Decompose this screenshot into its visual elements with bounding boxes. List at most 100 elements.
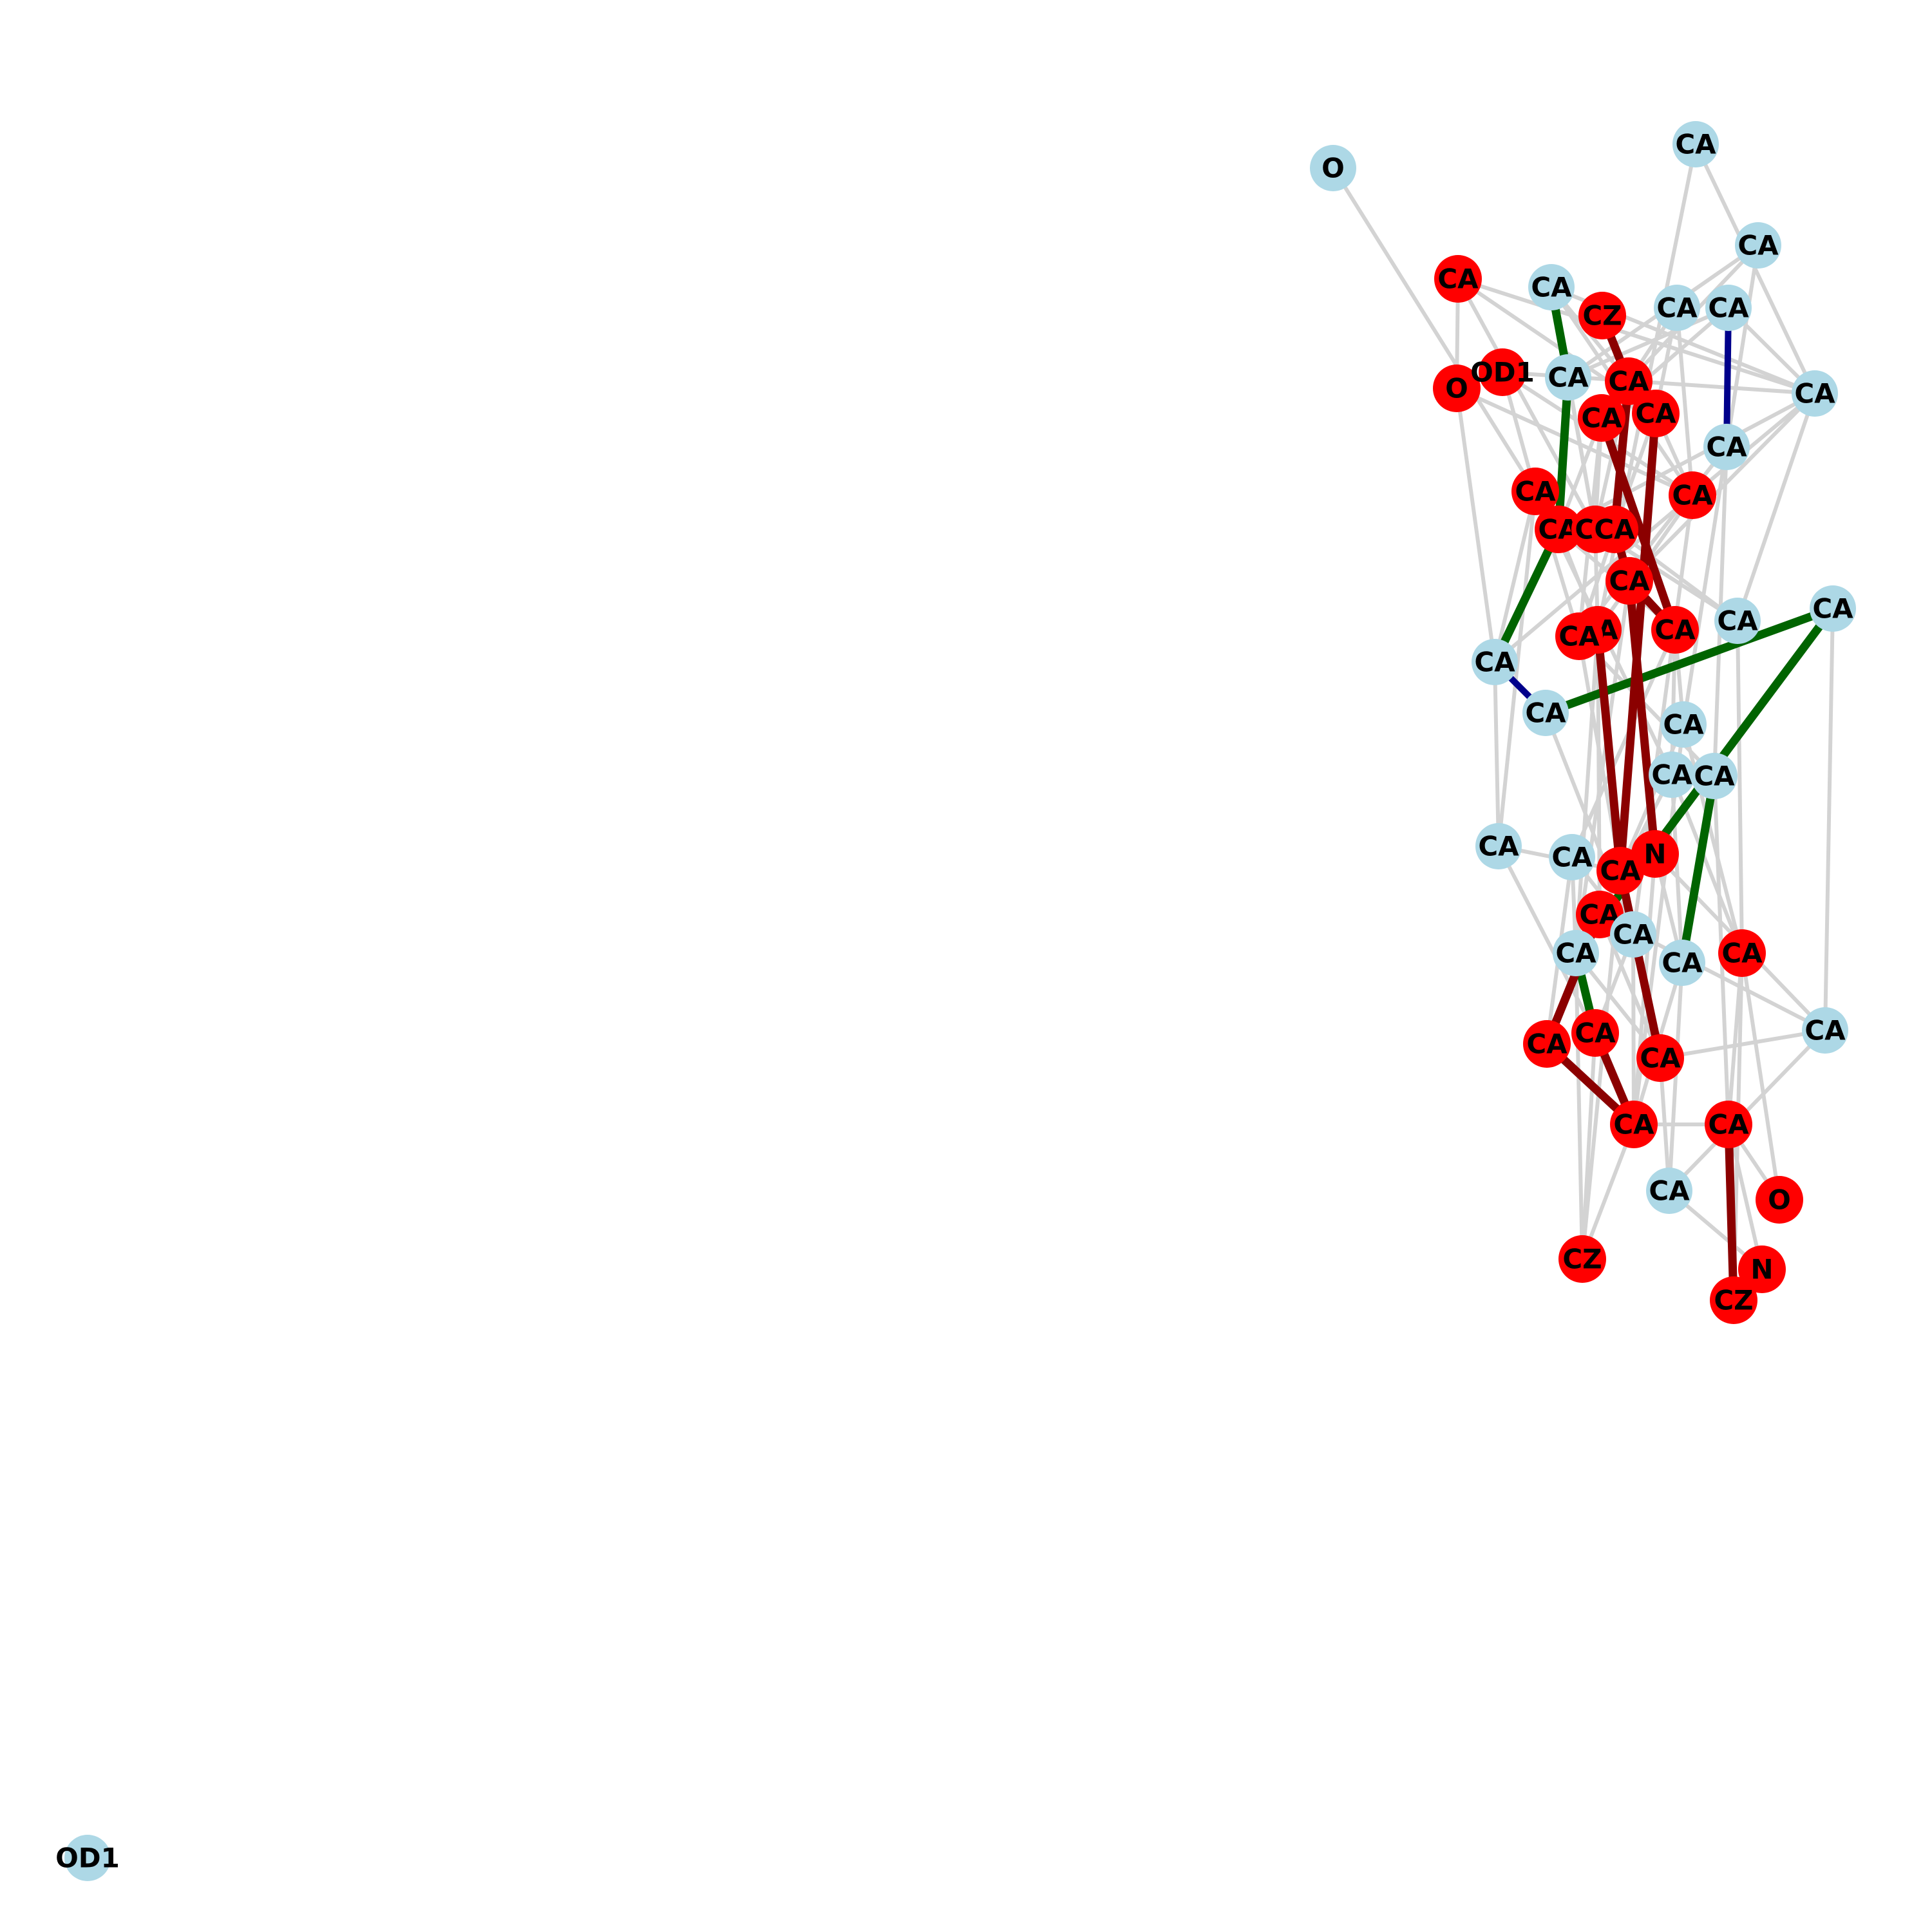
- edge-n21-n38: [1574, 579, 1631, 955]
- node-circle: [1792, 370, 1838, 417]
- node-circle: [1596, 847, 1644, 895]
- node-label: O: [1768, 1184, 1791, 1216]
- graph-node: CA: [1651, 606, 1699, 654]
- edge-n28-n41: [1823, 607, 1835, 1032]
- graph-node: CZ: [1578, 292, 1626, 339]
- graph-node: O: [1310, 145, 1356, 191]
- node-circle: [1511, 468, 1559, 515]
- node-circle: [1710, 1276, 1757, 1324]
- node-label: CA: [1600, 855, 1641, 887]
- graph-node: CA: [1802, 1007, 1848, 1054]
- node-circle: [1646, 1168, 1692, 1214]
- graph-node: CZ: [1558, 1235, 1606, 1283]
- edge-n18-n22: [1490, 525, 1563, 667]
- graph-node: CA: [1610, 911, 1656, 958]
- node-label: N: [1750, 1254, 1773, 1285]
- node-label: CA: [1526, 1028, 1567, 1060]
- edge-n30-n43: [1497, 844, 1597, 1035]
- node-circle: [1549, 834, 1595, 880]
- graph-node: CA: [1553, 930, 1599, 976]
- node-circle: [1651, 606, 1699, 654]
- graph-node: CZ: [1710, 1276, 1757, 1324]
- edge-n38-n49: [1574, 951, 1584, 1261]
- node-label: CA: [1662, 947, 1703, 979]
- node-label: OD1: [1470, 357, 1535, 388]
- node-circle: [1475, 823, 1522, 869]
- graph-node: CA: [1735, 222, 1781, 269]
- node-circle: [1610, 1101, 1658, 1148]
- graph-node: CA: [1672, 121, 1719, 167]
- node-circle: [1654, 285, 1700, 331]
- graph-node: CA: [1649, 752, 1695, 798]
- edge-n23-n28: [1541, 604, 1837, 717]
- node-label: OD1: [55, 1842, 120, 1874]
- node-label: CZ: [1714, 1285, 1753, 1316]
- node-label: N: [1643, 838, 1666, 870]
- graph-node: O: [1433, 365, 1481, 412]
- node-label: CA: [1663, 709, 1704, 741]
- node-label: CA: [1804, 1015, 1846, 1046]
- node-label: CA: [1515, 476, 1556, 507]
- node-circle: [1756, 1176, 1803, 1224]
- edge-n24-n38: [1574, 628, 1600, 955]
- node-circle: [1558, 1235, 1606, 1283]
- node-label: CA: [1608, 366, 1649, 397]
- graph-node: CA: [1545, 354, 1591, 401]
- edge-n13-n25: [1597, 413, 1680, 634]
- node-circle: [1636, 1034, 1684, 1082]
- edge-n0-n16: [1331, 166, 1537, 493]
- node-circle: [1522, 690, 1569, 736]
- node-circle: [1705, 1101, 1752, 1148]
- edge-n29-n40: [1681, 723, 1744, 955]
- node-circle: [1479, 348, 1526, 396]
- graph-node: CA: [1511, 468, 1559, 515]
- node-circle: [1553, 930, 1599, 976]
- node-circle: [1605, 357, 1653, 405]
- node-label: CA: [1738, 230, 1779, 261]
- graph-node: OD1: [55, 1835, 120, 1881]
- graph-node: CA: [1646, 1168, 1692, 1214]
- edge-n27-n40: [1736, 619, 1744, 955]
- graph-node: CA: [1654, 285, 1700, 331]
- node-label: CA: [1656, 292, 1698, 324]
- node-label: CA: [1613, 1109, 1654, 1141]
- node-label: CA: [1558, 621, 1600, 652]
- node-label: CA: [1609, 565, 1650, 597]
- edge-n14-n35: [1616, 409, 1660, 875]
- node-label: CA: [1721, 938, 1763, 969]
- node-circle: [1738, 1245, 1786, 1293]
- graph-node: CA: [1705, 285, 1752, 331]
- node-label: CA: [1478, 831, 1519, 862]
- node-label: CA: [1474, 647, 1515, 678]
- edge-n12-n21: [1627, 392, 1817, 583]
- node-label: CA: [1640, 1043, 1681, 1074]
- node-circle: [1735, 222, 1781, 269]
- node-circle: [1672, 121, 1719, 167]
- node-circle: [1545, 354, 1591, 401]
- node-label: CZ: [1562, 1244, 1602, 1275]
- graph-node: CA: [1472, 639, 1518, 685]
- node-circle: [1605, 557, 1653, 605]
- node-circle: [1669, 471, 1716, 519]
- edge-n7-n15: [1723, 305, 1732, 450]
- edge-n12-n17: [1690, 392, 1817, 497]
- edge-n43-n49: [1580, 1031, 1597, 1261]
- graph-node: CA: [1528, 264, 1575, 310]
- graph-node: CA: [1792, 370, 1838, 417]
- node-label: CA: [1708, 1109, 1749, 1141]
- graph-node: CA: [1718, 929, 1766, 977]
- node-circle: [1705, 285, 1752, 331]
- graph-node: N: [1738, 1245, 1786, 1293]
- edge-n20-n27: [1613, 527, 1739, 623]
- graph-node: CA: [1714, 598, 1761, 644]
- edge-n3-n19: [1456, 277, 1597, 531]
- node-circle: [1802, 1007, 1848, 1054]
- graph-node: CA: [1669, 471, 1716, 519]
- node-label: CA: [1794, 378, 1835, 410]
- edge-n7-n10: [1566, 306, 1730, 379]
- edge-n41-n44: [1658, 1028, 1827, 1060]
- graph-node: CA: [1660, 701, 1707, 748]
- edge-n46-n50: [1727, 1122, 1764, 1271]
